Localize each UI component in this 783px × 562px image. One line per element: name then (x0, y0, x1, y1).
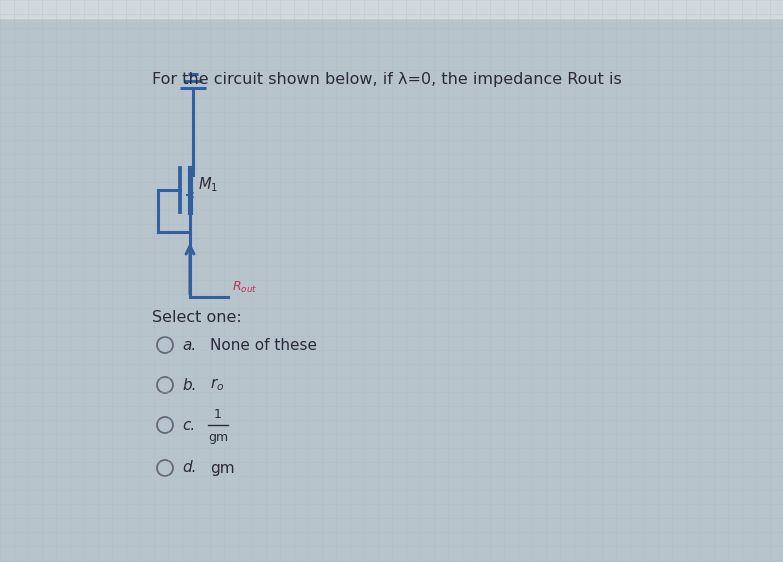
Text: $r_o$: $r_o$ (210, 377, 224, 393)
Text: b.: b. (182, 378, 197, 392)
Text: gm: gm (208, 430, 228, 443)
Text: gm: gm (210, 460, 235, 475)
Text: Select one:: Select one: (152, 310, 242, 325)
Bar (0, 0, 783, 18)
Text: For the circuit shown below, if λ=0, the impedance Rout is: For the circuit shown below, if λ=0, the… (152, 72, 622, 87)
Text: None of these: None of these (210, 338, 317, 352)
Text: $\mathit{R}_{out}$: $\mathit{R}_{out}$ (232, 280, 258, 295)
Text: c.: c. (182, 418, 195, 433)
Text: 1: 1 (214, 409, 222, 422)
Text: a.: a. (182, 338, 197, 352)
Text: $M_1$: $M_1$ (198, 176, 218, 194)
Text: d.: d. (182, 460, 197, 475)
